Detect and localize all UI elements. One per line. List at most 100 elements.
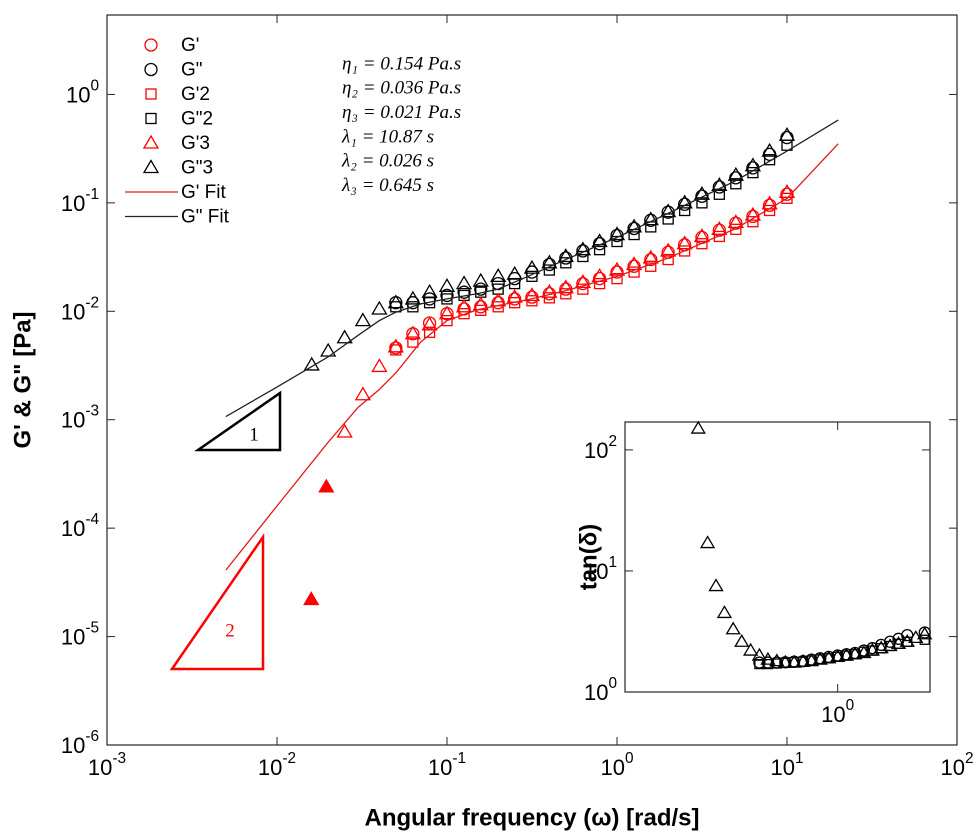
annotation: λ₂ = 0.026 s bbox=[341, 151, 434, 172]
data-point bbox=[318, 478, 335, 493]
data-point bbox=[778, 184, 796, 198]
data-point bbox=[690, 420, 706, 434]
data-point bbox=[421, 283, 438, 298]
x-axis-label: Angular frequency (ω) [rad/s] bbox=[365, 804, 700, 831]
data-point bbox=[919, 634, 930, 645]
data-point bbox=[336, 423, 353, 438]
data-point bbox=[727, 214, 744, 229]
y-tick-label: 10-2 bbox=[61, 294, 99, 324]
data-point bbox=[457, 285, 471, 299]
x-tick-label: 100 bbox=[600, 750, 633, 780]
data-point bbox=[611, 272, 623, 285]
legend-label: G'3 bbox=[181, 133, 210, 154]
y-tick-label: 10-4 bbox=[61, 511, 100, 541]
data-point bbox=[559, 251, 573, 265]
data-point bbox=[660, 242, 677, 257]
data-point bbox=[917, 626, 933, 640]
legend-label: G" bbox=[181, 60, 203, 81]
data-point bbox=[780, 187, 794, 201]
data-point bbox=[725, 621, 741, 635]
data-point bbox=[523, 287, 541, 302]
data-point bbox=[320, 342, 337, 357]
slope-label: 2 bbox=[225, 620, 235, 641]
data-point bbox=[336, 329, 353, 344]
data-point bbox=[763, 204, 776, 217]
data-point bbox=[390, 344, 402, 356]
data-point bbox=[716, 605, 733, 619]
data-point bbox=[608, 261, 626, 276]
fit-line bbox=[225, 119, 839, 418]
data-point bbox=[421, 316, 438, 331]
legend-marker bbox=[145, 112, 157, 125]
data-point bbox=[711, 177, 728, 191]
data-point bbox=[574, 274, 592, 288]
data-point bbox=[708, 578, 724, 592]
slope-triangle bbox=[194, 390, 282, 452]
y-tick-label: 10-1 bbox=[61, 186, 99, 216]
data-point bbox=[591, 233, 608, 248]
data-point bbox=[577, 283, 589, 295]
data-point bbox=[303, 591, 320, 606]
data-point bbox=[541, 254, 558, 269]
data-point bbox=[901, 628, 914, 642]
data-point bbox=[557, 248, 574, 263]
data-point bbox=[608, 226, 626, 241]
data-point bbox=[557, 279, 574, 294]
data-point bbox=[711, 221, 728, 235]
data-point bbox=[744, 206, 762, 221]
data-point bbox=[883, 635, 897, 648]
data-point bbox=[560, 288, 572, 300]
data-point bbox=[699, 535, 716, 549]
data-point bbox=[441, 314, 453, 327]
data-point bbox=[438, 305, 456, 320]
data-point bbox=[743, 642, 759, 656]
data-point bbox=[677, 197, 692, 211]
data-point bbox=[371, 358, 388, 373]
y-axis-label: tan(δ) bbox=[575, 524, 602, 591]
legend-label: G'2 bbox=[181, 84, 210, 105]
data-point bbox=[902, 636, 913, 647]
x-tick-label: 100 bbox=[821, 697, 854, 727]
data-point bbox=[490, 268, 507, 282]
data-point bbox=[389, 341, 403, 355]
data-point bbox=[387, 294, 404, 309]
data-point bbox=[404, 290, 422, 305]
data-point bbox=[404, 325, 422, 340]
x-tick-label: 10-3 bbox=[88, 750, 126, 780]
data-point bbox=[491, 296, 505, 310]
data-point bbox=[627, 221, 641, 236]
x-tick-label: 102 bbox=[940, 750, 973, 780]
data-point bbox=[661, 205, 675, 219]
data-point bbox=[576, 244, 590, 258]
data-point bbox=[474, 282, 488, 296]
data-point bbox=[778, 126, 796, 141]
data-point bbox=[354, 386, 372, 401]
data-point bbox=[713, 230, 726, 243]
annotation: η₂ = 0.036 Pa.s bbox=[342, 78, 461, 99]
legend-label: G"2 bbox=[181, 109, 213, 130]
legend-marker bbox=[144, 62, 158, 77]
data-point bbox=[543, 292, 556, 304]
legend-label: G' Fit bbox=[181, 182, 227, 203]
y-tick-label: 10-5 bbox=[61, 620, 99, 650]
data-point bbox=[610, 228, 624, 243]
data-point bbox=[407, 336, 419, 348]
data-point bbox=[678, 245, 691, 257]
data-point bbox=[541, 283, 558, 298]
data-point bbox=[458, 308, 470, 320]
data-point bbox=[696, 197, 708, 209]
data-point bbox=[642, 211, 659, 226]
data-point bbox=[676, 194, 693, 209]
data-point bbox=[455, 275, 473, 290]
x-tick-label: 10-2 bbox=[258, 750, 296, 780]
data-point bbox=[693, 228, 711, 243]
legend-marker bbox=[144, 38, 158, 52]
fit-line bbox=[225, 143, 839, 571]
data-point bbox=[455, 298, 473, 313]
data-point bbox=[627, 259, 641, 273]
data-point bbox=[693, 185, 711, 200]
data-point bbox=[660, 203, 677, 218]
data-point bbox=[696, 238, 708, 250]
annotation: η₃ = 0.021 Pa.s bbox=[342, 102, 461, 123]
annotation: η₁ = 0.154 Pa.s bbox=[342, 53, 461, 74]
